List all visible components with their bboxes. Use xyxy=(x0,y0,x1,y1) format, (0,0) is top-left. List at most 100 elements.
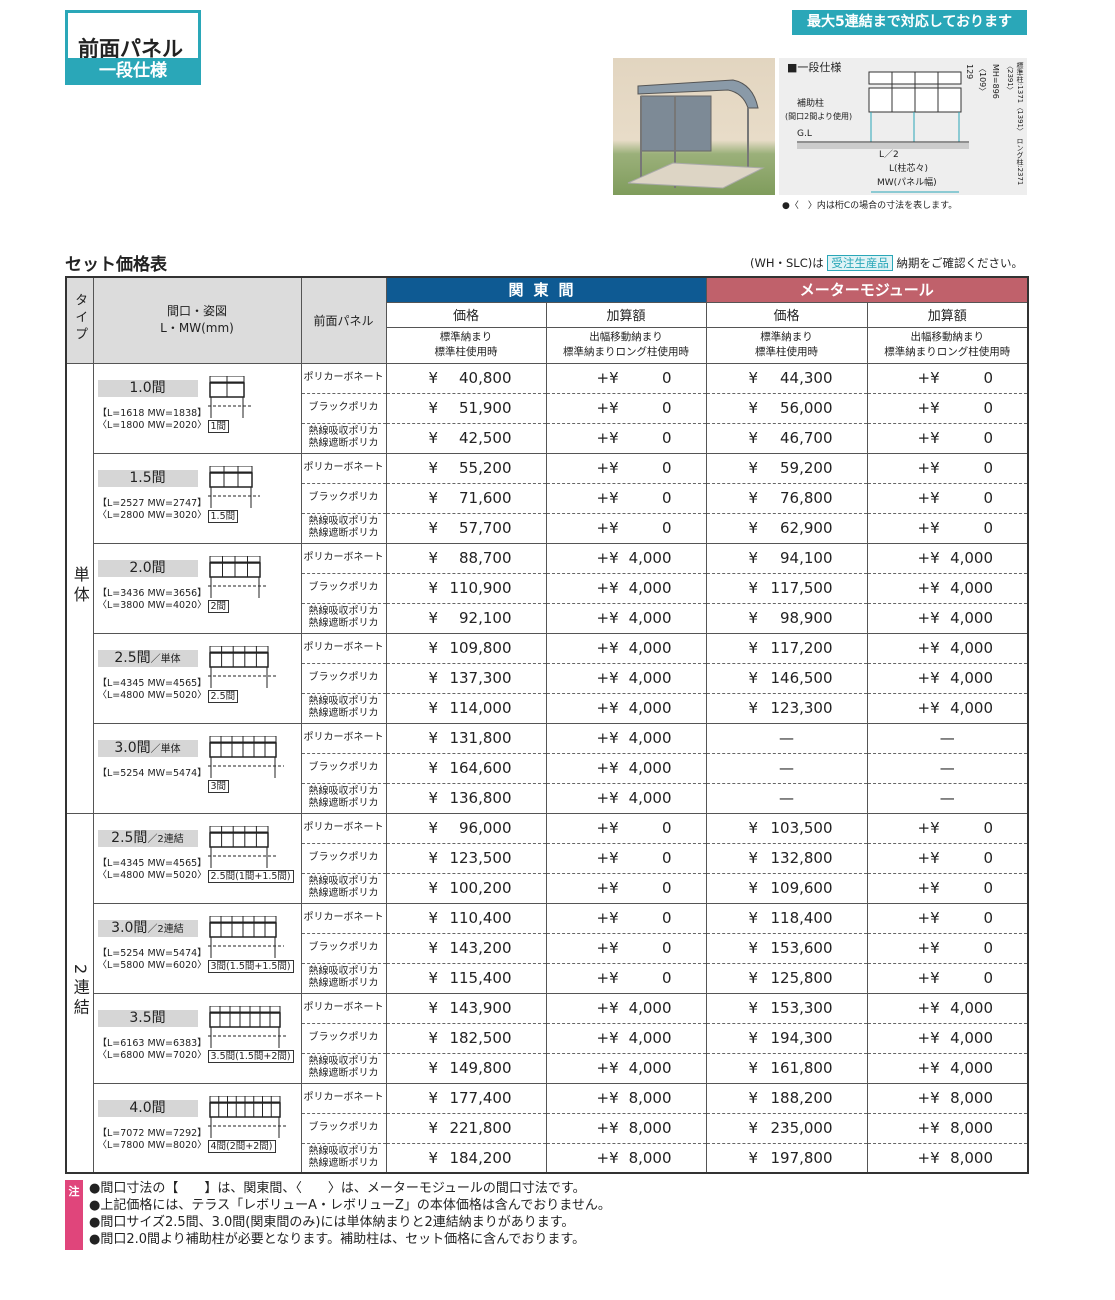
panel-cell: ポリカーボネート xyxy=(300,722,387,754)
heading-title: 前面パネル xyxy=(78,37,183,61)
meter-add-cell: +¥ 0 xyxy=(866,392,1029,424)
panel-cell: 熱線吸収ポリカ 熱線遮断ポリカ xyxy=(300,692,387,724)
table-row: 熱線吸収ポリカ 熱線遮断ポリカ ¥100,200 +¥ 0 ¥109,600 +¥ 0 xyxy=(66,872,1029,904)
kanto-add-cell: +¥ 0 xyxy=(545,452,707,484)
dimension-drawing xyxy=(797,71,969,193)
meter-price-cell: ¥44,300 xyxy=(705,362,868,394)
heading-subtitle: 一段仕様 xyxy=(65,58,201,85)
section-note: (WH・SLC)は 受注生産品 納期をご確認ください。 xyxy=(750,255,1023,271)
size-label: 3.5間 xyxy=(97,1009,198,1027)
half-l-label: L／2 xyxy=(879,150,899,160)
meter-add-cell: — xyxy=(866,722,1029,754)
diagram-note: ●〈 〉内は桁Cの場合の寸法を表します。 xyxy=(782,201,958,211)
kanto-price-cell: ¥123,500 xyxy=(385,842,547,874)
note-item: ●間口寸法の【 】は、関東間、〈 〉は、メーターモジュールの間口寸法です。 xyxy=(89,1181,586,1196)
kanto-price-cell: ¥164,600 xyxy=(385,752,547,784)
kanto-add-cell: +¥ 4,000 xyxy=(545,1052,707,1084)
table-row: ブラックポリカ ¥143,200 +¥ 0 ¥153,600 +¥ 0 xyxy=(66,932,1029,964)
table-row: 3.5間 【L=6163 MW=6383】 〈L=6800 MW=7020〉 3.… xyxy=(66,992,1029,1084)
mw-label: MW(パネル幅) xyxy=(877,178,937,188)
kanto-add-cell: +¥ 0 xyxy=(545,482,707,514)
header-kanto-price-sub: 標準納まり 標準柱使用時 xyxy=(385,326,547,364)
table-row: 2.5間／単体 【L=4345 MW=4565】 〈L=4800 MW=5020〉… xyxy=(66,632,1029,724)
table-row: ブラックポリカ ¥51,900 +¥ 0 ¥56,000 +¥ 0 xyxy=(66,392,1029,424)
kanto-price-cell: ¥143,200 xyxy=(385,932,547,964)
table-row: 1.5間 【L=2527 MW=2747】 〈L=2800 MW=3020〉 1.… xyxy=(66,452,1029,544)
size-label: 2.5間／2連結 xyxy=(97,829,198,847)
size-cell: 2.5間／単体 【L=4345 MW=4565】 〈L=4800 MW=5020〉… xyxy=(92,632,302,724)
kanto-add-cell: +¥ 4,000 xyxy=(545,632,707,664)
header-kanto-add: 加算額 xyxy=(545,301,707,328)
table-row: ブラックポリカ ¥110,900 +¥ 4,000 ¥117,500 +¥ 4,000 xyxy=(66,572,1029,604)
table-row: 2連結 2.5間／2連結 【L=4345 MW=4565】 〈L=4800 MW=… xyxy=(65,812,1029,1174)
size-diagram xyxy=(207,1005,288,1048)
meter-add-cell: +¥ 0 xyxy=(866,812,1029,844)
meter-add-cell: +¥ 4,000 xyxy=(866,1052,1029,1084)
page-heading: 前面パネル 一段仕様 xyxy=(65,10,201,85)
kanto-price-cell: ¥177,400 xyxy=(385,1082,547,1114)
meter-price-cell: ¥194,300 xyxy=(705,1022,868,1054)
table-row: 4.0間 【L=7072 MW=7292】 〈L=7800 MW=8020〉 4間… xyxy=(66,1082,1029,1174)
note-item: ●間口2.0間より補助柱が必要となります。補助柱は、セット価格に含んでおります。 xyxy=(89,1232,586,1247)
meter-price-cell: ¥132,800 xyxy=(705,842,868,874)
meter-price-cell: ¥153,600 xyxy=(705,932,868,964)
size-dimensions: 【L=7072 MW=7292】 〈L=7800 MW=8020〉 xyxy=(97,1127,207,1151)
kanto-add-cell: +¥ 8,000 xyxy=(545,1112,707,1144)
kanto-price-cell: ¥71,600 xyxy=(385,482,547,514)
panel-cell: ブラックポリカ xyxy=(300,392,387,424)
panel-cell: ポリカーボネート xyxy=(300,632,387,664)
kanto-add-cell: +¥ 0 xyxy=(545,962,707,994)
size-diagram xyxy=(207,645,276,688)
kanto-add-cell: +¥ 4,000 xyxy=(545,752,707,784)
header-kanto-price: 価格 xyxy=(385,301,547,328)
meter-add-cell: +¥ 8,000 xyxy=(866,1082,1029,1114)
meter-add-cell: +¥ 0 xyxy=(866,512,1029,544)
kanto-add-cell: +¥ 0 xyxy=(545,872,707,904)
size-dimensions: 【L=4345 MW=4565】 〈L=4800 MW=5020〉 xyxy=(97,857,207,881)
terrace-illustration xyxy=(627,79,765,189)
meter-price-cell: ¥62,900 xyxy=(705,512,868,544)
size-diagram xyxy=(207,465,260,508)
kanto-add-cell: +¥ 4,000 xyxy=(545,602,707,634)
panel-cell: ポリカーボネート xyxy=(300,362,387,394)
kanto-add-cell: +¥ 0 xyxy=(545,842,707,874)
kanto-price-cell: ¥143,900 xyxy=(385,992,547,1024)
kanto-price-cell: ¥115,400 xyxy=(385,962,547,994)
panel-cell: 熱線吸収ポリカ 熱線遮断ポリカ xyxy=(300,962,387,994)
kanto-add-cell: +¥ 8,000 xyxy=(545,1082,707,1114)
meter-price-cell: ¥117,500 xyxy=(705,572,868,604)
mh-dimension: MH=896 xyxy=(991,64,1000,99)
header-meter-add: 加算額 xyxy=(866,301,1029,328)
size-dimensions: 【L=4345 MW=4565】 〈L=4800 MW=5020〉 xyxy=(97,677,207,701)
kanto-price-cell: ¥92,100 xyxy=(385,602,547,634)
kanto-price-cell: ¥110,900 xyxy=(385,572,547,604)
section-note-prefix: (WH・SLC)は xyxy=(750,256,824,270)
meter-price-cell: ¥118,400 xyxy=(705,902,868,934)
size-label: 3.0間／2連結 xyxy=(97,919,198,937)
meter-add-cell: +¥ 0 xyxy=(866,962,1029,994)
meter-add-cell: +¥ 4,000 xyxy=(866,992,1029,1024)
table-row: 3.0間／単体 【L=5254 MW=5474】 3間 ポリカーボネート ¥131,… xyxy=(66,722,1029,814)
header-meter-add-sub: 出幅移動納まり 標準納まりロング柱使用時 xyxy=(866,326,1029,364)
meter-add-cell: +¥ 4,000 xyxy=(866,1022,1029,1054)
size-dimensions: 【L=6163 MW=6383】 〈L=6800 MW=7020〉 xyxy=(97,1037,207,1061)
header-meter: メーターモジュール xyxy=(705,276,1029,303)
panel-cell: ブラックポリカ xyxy=(300,1022,387,1054)
panel-cell: ブラックポリカ xyxy=(300,752,387,784)
meter-price-cell: ¥103,500 xyxy=(705,812,868,844)
meter-add-cell: — xyxy=(866,752,1029,784)
size-diagram xyxy=(207,735,284,778)
header-size: 間口・姿図 L・MW(mm) xyxy=(92,276,302,364)
height-note: 標準柱:1371〈1391〉 ロング柱:2371〈2391〉 xyxy=(1006,62,1024,186)
kanto-price-cell: ¥221,800 xyxy=(385,1112,547,1144)
size-diagram-label: 3.5間(1.5間+2間) xyxy=(207,1049,294,1063)
table-row: 熱線吸収ポリカ 熱線遮断ポリカ ¥42,500 +¥ 0 ¥46,700 +¥ 0 xyxy=(66,422,1029,454)
size-diagram xyxy=(207,915,284,958)
panel-cell: 熱線吸収ポリカ 熱線遮断ポリカ xyxy=(300,422,387,454)
panel-cell: ブラックポリカ xyxy=(300,482,387,514)
meter-add-cell: +¥ 4,000 xyxy=(866,662,1029,694)
kanto-add-cell: +¥ 4,000 xyxy=(545,782,707,814)
type-cell: 単体 xyxy=(65,362,94,814)
panel-cell: 熱線吸収ポリカ 熱線遮断ポリカ xyxy=(300,1052,387,1084)
table-row: 熱線吸収ポリカ 熱線遮断ポリカ ¥136,800 +¥ 4,000— — xyxy=(66,782,1029,814)
